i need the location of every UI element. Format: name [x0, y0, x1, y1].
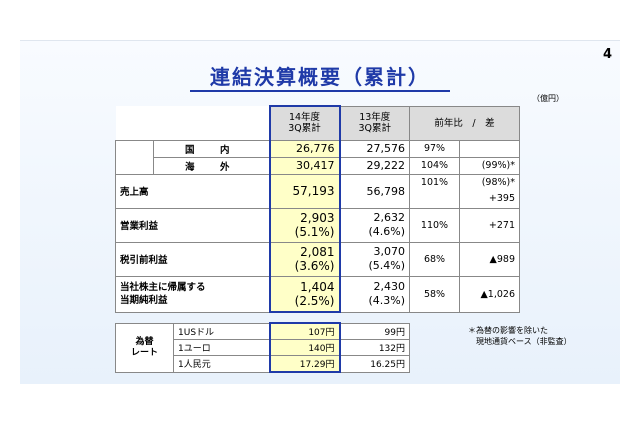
header-current-line1: 14年度: [288, 112, 321, 124]
row-overseas-previous: 29,222: [339, 156, 410, 175]
row-net-current: 1,404: [300, 279, 335, 294]
row-net-label2: 当期純利益: [120, 295, 168, 306]
row-net-label-cell: 当社株主に帰属する 当期純利益: [115, 275, 270, 313]
fx-row-eur-current: 140円: [268, 339, 341, 356]
row-pretax-current: 2,081: [300, 245, 335, 259]
fx-row-eur-previous: 132円: [339, 339, 410, 356]
row-sales-diff2: +395: [488, 193, 515, 204]
header-current: 14年度 3Q累計: [268, 105, 341, 141]
row-pretax-label: 税引前利益: [115, 241, 270, 277]
row-operating-previous-pct: (4.6%): [368, 225, 405, 238]
row-pretax-previous: 3,070: [373, 245, 406, 258]
fx-table: 為替 レート 1USドル 107円 99円 1ユーロ 140円 132円 1人民…: [115, 322, 410, 373]
row-overseas-label: 海 外: [153, 156, 270, 175]
header-previous-line1: 13年度: [359, 112, 391, 123]
row-net-previous-pct: (4.3%): [368, 294, 405, 307]
row-sales-label: 売上高: [115, 173, 270, 209]
header-blank: [115, 106, 270, 141]
fx-row-usd-current: 107円: [268, 322, 341, 340]
fx-row-eur-currency: 1ユーロ: [173, 339, 270, 356]
fx-row-cny-currency: 1人民元: [173, 355, 270, 373]
fx-row-cny-previous: 16.25円: [339, 355, 410, 373]
row-sales-diff: (98%)*: [481, 177, 515, 188]
row-operating-label: 営業利益: [115, 207, 270, 243]
row-overseas-diff: (99%)*: [459, 156, 520, 175]
fx-row-usd-currency: 1USドル: [173, 322, 270, 340]
row-sales-current: 57,193: [268, 173, 341, 209]
unit-label: （億円）: [532, 94, 564, 103]
row-operating-ratio: 110%: [409, 207, 460, 243]
summary-table: 14年度 3Q累計 13年度 3Q累計 前年比 / 差 国 内 26,776 2…: [115, 105, 520, 313]
row-net-ratio: 58%: [409, 275, 460, 313]
row-net-previous: 2,430: [373, 280, 406, 293]
fx-label-line1: 為替: [135, 336, 154, 347]
row-sales-diff-cell: (98%)* +395: [459, 173, 520, 209]
row-operating-diff: +271: [459, 207, 520, 243]
row-pretax-current-cell: 2,081 (3.6%): [268, 241, 341, 277]
row-domestic-current: 26,776: [268, 139, 341, 158]
row-net-current-cell: 1,404 (2.5%): [268, 275, 341, 313]
row-net-previous-cell: 2,430 (4.3%): [339, 275, 410, 313]
header-previous: 13年度 3Q累計: [339, 105, 410, 141]
row-domestic-diff: [459, 139, 520, 158]
row-domestic-label: 国 内: [153, 139, 270, 158]
row-overseas-ratio: 104%: [409, 156, 460, 175]
row-sales-ratio: 101%: [409, 173, 460, 209]
fx-label-line2: レート: [130, 347, 158, 358]
header-current-line2: 3Q累計: [288, 123, 321, 135]
header-previous-line2: 3Q累計: [358, 123, 392, 134]
row-operating-previous-cell: 2,632 (4.6%): [339, 207, 410, 243]
fx-label-cell: 為替 レート: [115, 322, 174, 373]
slide-title: 連結決算概要（累計）: [210, 65, 430, 89]
row-pretax-previous-pct: (5.4%): [368, 259, 405, 272]
row-domestic-ratio: 97%: [409, 139, 460, 158]
fx-note-line2: 現地通貨ベース（非監査）: [468, 337, 572, 346]
row-net-current-pct: (2.5%): [294, 293, 335, 308]
row-net-label1: 当社株主に帰属する: [120, 282, 206, 293]
row-pretax-previous-cell: 3,070 (5.4%): [339, 241, 410, 277]
row-operating-current: 2,903: [300, 211, 335, 225]
title-underline: [190, 90, 450, 92]
fx-row-usd-previous: 99円: [339, 322, 410, 340]
row-net-diff: ▲1,026: [459, 275, 520, 313]
row-operating-current-pct: (5.1%): [294, 225, 335, 239]
row-operating-current-cell: 2,903 (5.1%): [268, 207, 341, 243]
fx-note-line1: ＊為替の影響を除いた: [468, 326, 548, 335]
row-sales-previous: 56,798: [339, 173, 410, 209]
fx-note: ＊為替の影響を除いた 現地通貨ベース（非監査）: [468, 325, 572, 347]
row-overseas-current: 30,417: [268, 156, 341, 175]
row-pretax-diff: ▲989: [459, 241, 520, 277]
segment-blank: [115, 139, 154, 174]
page-number: 4: [602, 47, 612, 62]
row-pretax-ratio: 68%: [409, 241, 460, 277]
header-compare: 前年比 / 差: [409, 105, 520, 141]
row-domestic-previous: 27,576: [339, 139, 410, 158]
row-pretax-current-pct: (3.6%): [294, 259, 335, 273]
slide: 4 連結決算概要（累計） （億円） 14年度 3Q累計 13年度 3Q累計 前年…: [20, 40, 620, 384]
fx-row-cny-current: 17.29円: [268, 355, 341, 373]
row-operating-previous: 2,632: [373, 211, 406, 224]
